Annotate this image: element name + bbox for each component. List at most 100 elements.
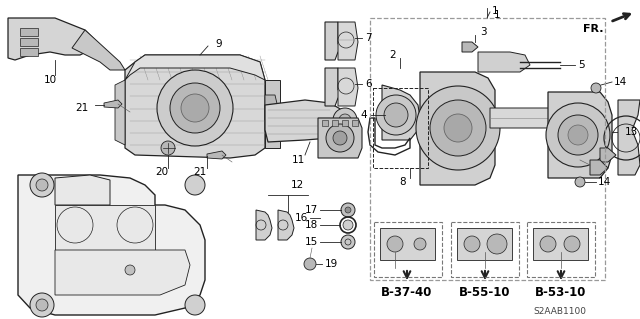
Text: S2AAB1100: S2AAB1100 [534,308,586,316]
Circle shape [161,141,175,155]
Polygon shape [618,100,640,175]
Circle shape [546,103,610,167]
Circle shape [345,207,351,213]
Circle shape [185,295,205,315]
Polygon shape [115,80,125,145]
Polygon shape [55,205,155,250]
Polygon shape [256,210,272,240]
Text: 21: 21 [75,103,88,113]
Circle shape [430,100,486,156]
Polygon shape [338,22,358,60]
Circle shape [57,207,93,243]
Text: 6: 6 [365,79,372,89]
Polygon shape [125,55,265,158]
Text: 1: 1 [492,6,499,16]
Circle shape [487,234,507,254]
Circle shape [36,179,48,191]
Text: 16: 16 [295,213,308,223]
Circle shape [343,220,353,230]
Circle shape [185,175,205,195]
Circle shape [326,124,354,152]
Polygon shape [20,48,38,56]
Polygon shape [590,160,608,175]
Polygon shape [55,250,190,295]
Polygon shape [352,120,358,126]
Bar [374,222,442,277]
Polygon shape [265,80,280,148]
Text: 20: 20 [156,167,168,177]
Polygon shape [462,42,478,52]
Text: B-53-10: B-53-10 [535,286,587,300]
Circle shape [125,265,135,275]
Circle shape [464,236,480,252]
Text: 13: 13 [625,127,638,137]
Polygon shape [490,108,565,128]
Polygon shape [478,52,530,72]
Circle shape [387,236,403,252]
Polygon shape [382,85,420,140]
Text: 10: 10 [44,75,56,85]
Polygon shape [72,30,125,70]
Text: 14: 14 [614,77,627,87]
Text: 8: 8 [399,177,406,187]
Circle shape [575,177,585,187]
Circle shape [384,103,408,127]
Text: 21: 21 [193,167,207,177]
Circle shape [157,70,233,146]
Circle shape [376,95,416,135]
Text: 5: 5 [578,60,584,70]
Circle shape [591,83,601,93]
Polygon shape [338,68,358,106]
Polygon shape [457,228,512,260]
Bar [451,222,519,277]
Polygon shape [332,120,338,126]
Polygon shape [342,120,348,126]
Circle shape [304,258,316,270]
Polygon shape [55,175,110,205]
Circle shape [341,235,355,249]
Text: 17: 17 [305,205,318,215]
Polygon shape [265,95,278,120]
Polygon shape [8,18,95,60]
Circle shape [540,236,556,252]
Text: 2: 2 [389,50,396,60]
Polygon shape [325,22,342,60]
Circle shape [564,236,580,252]
Polygon shape [318,118,362,158]
Text: 7: 7 [365,33,372,43]
Circle shape [117,207,153,243]
Circle shape [414,238,426,250]
Circle shape [181,94,209,122]
Polygon shape [20,38,38,46]
Circle shape [333,131,347,145]
Text: B-55-10: B-55-10 [460,286,511,300]
Bar [373,88,428,168]
Circle shape [416,86,500,170]
Circle shape [36,299,48,311]
Circle shape [333,108,357,132]
Polygon shape [600,148,616,162]
Polygon shape [322,120,328,126]
Text: 11: 11 [291,155,305,165]
Text: 1: 1 [494,10,500,20]
Circle shape [170,83,220,133]
Polygon shape [278,210,294,240]
Polygon shape [265,100,342,142]
Polygon shape [533,228,588,260]
Polygon shape [420,72,495,185]
Bar [370,18,605,280]
Text: FR.: FR. [582,24,603,34]
Polygon shape [104,100,122,108]
Polygon shape [207,151,226,159]
Polygon shape [18,175,205,315]
Polygon shape [380,228,435,260]
Polygon shape [325,68,342,106]
Text: B-37-40: B-37-40 [381,286,433,300]
Circle shape [444,114,472,142]
Circle shape [30,293,54,317]
Polygon shape [548,92,612,178]
Text: 15: 15 [305,237,318,247]
Circle shape [341,203,355,217]
Circle shape [30,173,54,197]
Text: 19: 19 [325,259,339,269]
